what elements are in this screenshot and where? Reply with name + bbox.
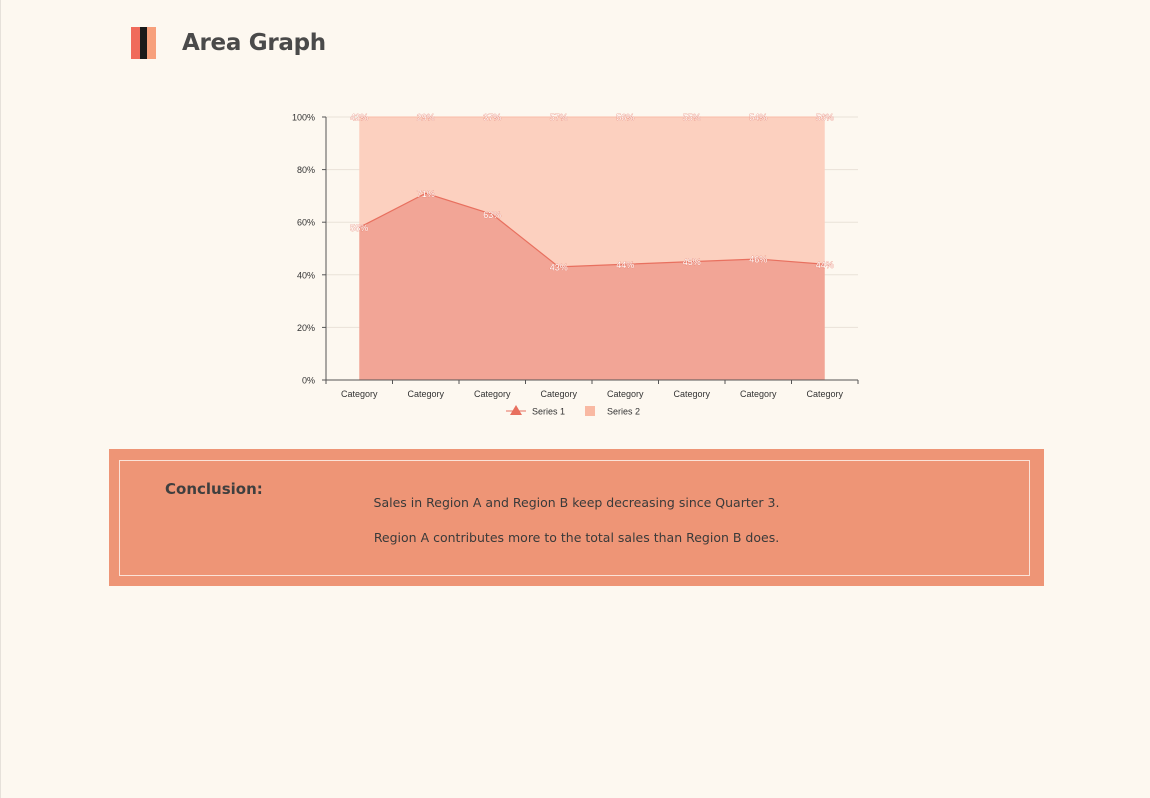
header-icon bbox=[131, 27, 156, 59]
series-1-line bbox=[358, 192, 825, 268]
conclusion-frame bbox=[119, 460, 1030, 576]
series-2-data-label: 57% bbox=[550, 113, 568, 123]
series-2-area bbox=[359, 117, 825, 267]
legend-series-1-marker bbox=[510, 405, 522, 415]
x-tick-label: Category bbox=[806, 389, 843, 399]
y-tick-label: 100% bbox=[292, 113, 315, 123]
y-tick-label: 20% bbox=[297, 323, 315, 333]
y-tick-label: 0% bbox=[302, 376, 315, 386]
x-tick-label: Category bbox=[607, 389, 644, 399]
series-2-data-label: 56% bbox=[616, 113, 634, 123]
series-1-data-label: 45% bbox=[683, 257, 701, 267]
series-2-data-label: 29% bbox=[417, 113, 435, 123]
series-1-area bbox=[359, 193, 825, 380]
series-2-data-label: 55% bbox=[683, 113, 701, 123]
header-icon-stripe-2 bbox=[140, 27, 147, 59]
x-tick-label: Category bbox=[474, 389, 511, 399]
header-icon-stripe-3 bbox=[147, 27, 156, 59]
series-2-data-label: 37% bbox=[483, 113, 501, 123]
series-1-data-label: 44% bbox=[816, 260, 834, 270]
conclusion-line-2: Region A contributes more to the total s… bbox=[373, 530, 780, 545]
series-1-data-label: 63% bbox=[483, 210, 501, 220]
y-tick-label: 60% bbox=[297, 218, 315, 228]
series-1-data-label: 71% bbox=[417, 189, 435, 199]
series-1-data-label: 43% bbox=[550, 262, 568, 272]
series-2-data-label: 56% bbox=[816, 113, 834, 123]
page-title: Area Graph bbox=[182, 30, 326, 56]
x-tick-label: Category bbox=[740, 389, 777, 399]
series-1-data-label: 46% bbox=[749, 255, 767, 265]
x-tick-label: Category bbox=[673, 389, 710, 399]
x-tick-label: Category bbox=[540, 389, 577, 399]
conclusion-line-1: Sales in Region A and Region B keep decr… bbox=[373, 495, 780, 510]
series-2-data-label: 54% bbox=[749, 113, 767, 123]
y-tick-label: 80% bbox=[297, 165, 315, 175]
conclusion-label: Conclusion: bbox=[165, 480, 263, 498]
series-1-data-label: 44% bbox=[616, 260, 634, 270]
area-chart: 0% 20% 40% 60% 80% 100% 58% 42% 71% 29% 63% 37% 43% 5… bbox=[292, 112, 859, 417]
series-1-data-label: 58% bbox=[350, 223, 368, 233]
conclusion-box: Conclusion: Sales in Region A and Region… bbox=[109, 449, 1044, 586]
series-2-data-label: 42% bbox=[350, 113, 368, 123]
x-tick-label: Category bbox=[341, 389, 378, 399]
x-tick-label: Category bbox=[407, 389, 444, 399]
legend-series-2-label: Series 2 bbox=[607, 407, 640, 417]
legend-series-1-label: Series 1 bbox=[532, 407, 565, 417]
y-tick-label: 40% bbox=[297, 270, 315, 280]
legend-series-2-marker bbox=[585, 406, 595, 416]
header-icon-stripe-1 bbox=[131, 27, 140, 59]
